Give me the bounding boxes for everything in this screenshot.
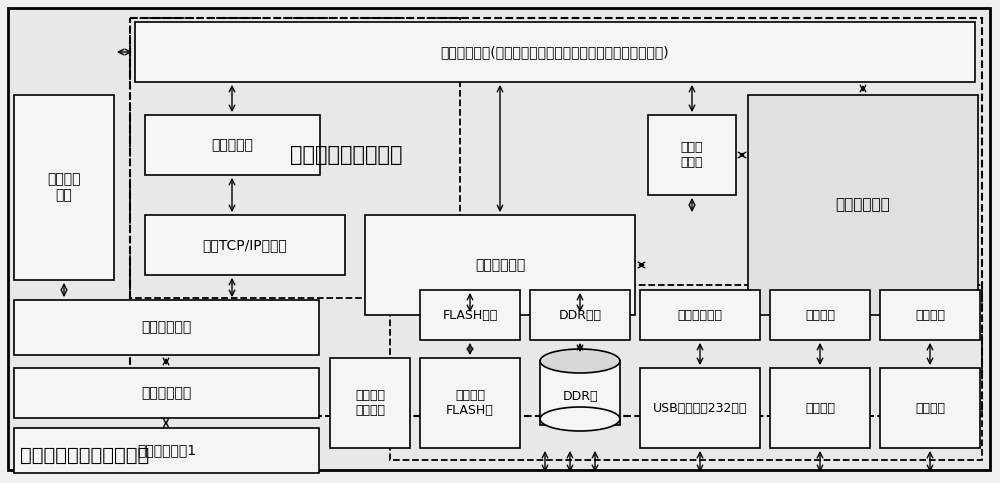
Bar — [14, 95, 114, 280]
Bar — [135, 22, 975, 82]
Bar — [770, 290, 870, 340]
Text: 安全操作系统: 安全操作系统 — [836, 198, 890, 213]
Text: 外部接口驱动: 外部接口驱动 — [678, 309, 722, 322]
Text: DDR盘: DDR盘 — [562, 389, 598, 402]
Bar — [648, 115, 736, 195]
Bar — [748, 95, 978, 315]
Text: FLASH驱动: FLASH驱动 — [442, 309, 498, 322]
Text: USB、光盘、232接口: USB、光盘、232接口 — [653, 401, 747, 414]
Text: 文件管理软件: 文件管理软件 — [475, 258, 525, 272]
Bar — [365, 215, 635, 315]
Text: 应用协议层: 应用协议层 — [212, 138, 253, 152]
Bar — [390, 285, 982, 460]
Text: 软件行为
独立监视: 软件行为 独立监视 — [355, 389, 385, 417]
Bar — [14, 368, 319, 418]
Bar — [880, 368, 980, 448]
Bar — [130, 18, 982, 416]
Ellipse shape — [540, 349, 620, 373]
Text: 显卡接口: 显卡接口 — [805, 401, 835, 414]
Text: 安全应用
程序: 安全应用 程序 — [47, 172, 81, 202]
Text: 显卡驱动: 显卡驱动 — [805, 309, 835, 322]
Text: 安全防
护软件: 安全防 护软件 — [681, 141, 703, 169]
Text: 总线通信协议: 总线通信协议 — [141, 321, 192, 335]
Text: 虚拟TCP/IP协议层: 虚拟TCP/IP协议层 — [203, 238, 287, 252]
Bar — [880, 290, 980, 340]
Bar — [640, 290, 760, 340]
Text: DDR驱动: DDR驱动 — [558, 309, 602, 322]
Text: 高速总线驱动: 高速总线驱动 — [141, 386, 192, 400]
Bar — [14, 428, 319, 473]
Ellipse shape — [540, 407, 620, 431]
Text: 鼠标接口: 鼠标接口 — [915, 401, 945, 414]
Text: 普通计算机功能部分: 普通计算机功能部分 — [290, 145, 403, 165]
Bar — [770, 368, 870, 448]
Bar — [130, 18, 460, 298]
Bar — [145, 115, 320, 175]
Text: 系统软件
FLASH盘: 系统软件 FLASH盘 — [446, 389, 494, 417]
Bar — [330, 358, 410, 448]
Bar — [530, 290, 630, 340]
Text: 鼠标驱动: 鼠标驱动 — [915, 309, 945, 322]
Text: 内部高速总线1: 内部高速总线1 — [137, 443, 196, 457]
Bar — [145, 215, 345, 275]
Bar — [14, 300, 319, 355]
Bar — [420, 358, 520, 448]
Text: 各种应用软件(文档处理、浏览网页、图片编辑、视频播放等): 各种应用软件(文档处理、浏览网页、图片编辑、视频播放等) — [441, 45, 669, 59]
Bar — [540, 361, 620, 425]
Bar — [420, 290, 520, 340]
Text: 安全计算机增加的功部分: 安全计算机增加的功部分 — [20, 445, 149, 465]
Bar — [640, 368, 760, 448]
